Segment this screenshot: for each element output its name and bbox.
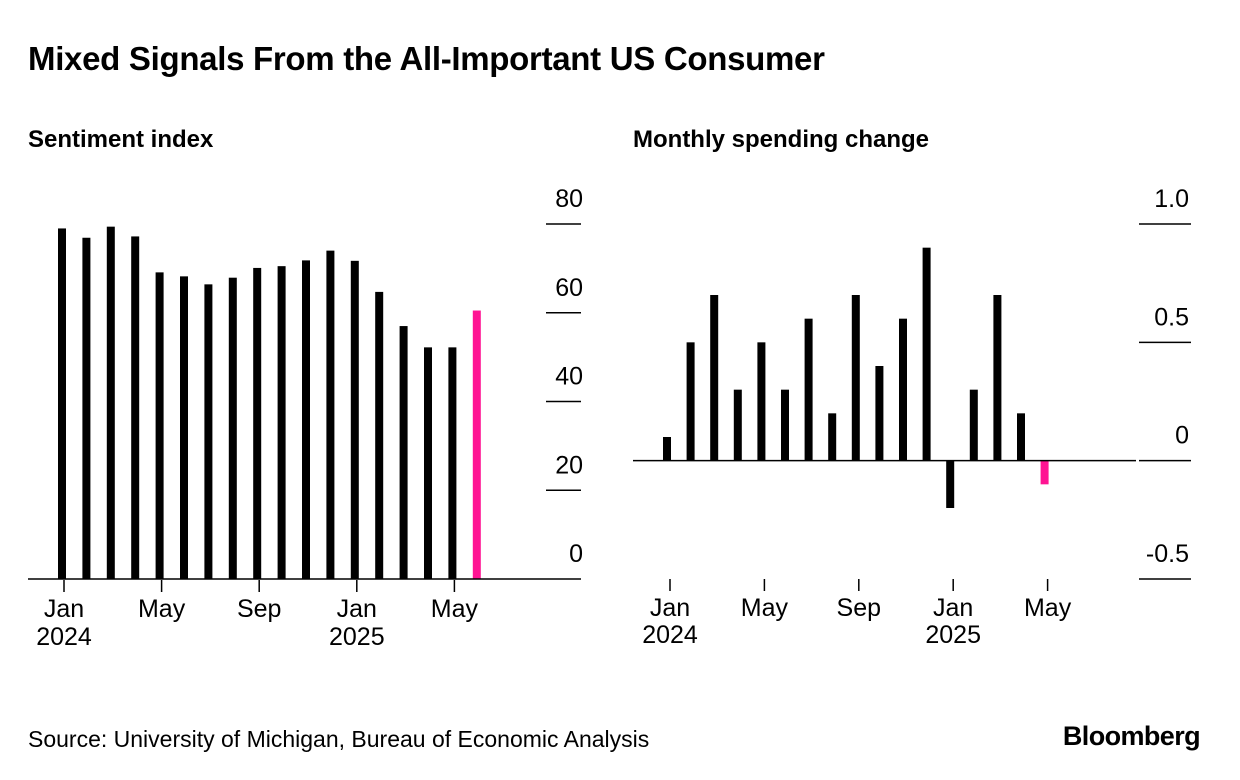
sentiment-y-tick-label: 60 <box>555 274 583 302</box>
sentiment-x-tick-label: May <box>138 595 186 623</box>
spending-chart-title: Monthly spending change <box>633 126 930 153</box>
spending-bar <box>663 437 671 461</box>
spending-y-tick-label: 0 <box>1175 422 1189 450</box>
sentiment-bar <box>277 266 286 579</box>
sentiment-y-tick-label: 20 <box>555 451 583 479</box>
spending-y-tick-label: -0.5 <box>1146 540 1189 568</box>
bloomberg-logo: Bloomberg <box>1062 721 1201 751</box>
spending-bar <box>875 366 884 461</box>
sentiment-bar <box>106 226 115 579</box>
spending-bar <box>1017 413 1025 461</box>
sentiment-bar <box>82 237 91 579</box>
spending-bar <box>686 342 695 461</box>
sentiment-bar <box>180 276 188 579</box>
sentiment-bar <box>326 250 335 579</box>
spending-bar <box>804 318 813 461</box>
sentiment-bar <box>253 267 262 579</box>
sentiment-x-tick-label: Jan <box>44 595 84 623</box>
sentiment-x-tick-label: Jan <box>337 595 377 623</box>
spending-bar <box>757 342 766 461</box>
spending-bar <box>781 389 789 461</box>
spending-y-tick-label: 1.0 <box>1154 185 1189 213</box>
sentiment-bar <box>204 284 213 579</box>
sentiment-bar <box>155 272 164 579</box>
spending-x-tick-label: Sep <box>837 594 881 622</box>
source-note: Source: University of Michigan, Bureau o… <box>28 726 650 752</box>
sentiment-bar <box>58 228 66 579</box>
spending-bar <box>946 460 955 508</box>
sentiment-bar <box>350 260 359 579</box>
sentiment-bar <box>302 260 310 579</box>
sentiment-bar <box>131 236 140 580</box>
spending-x-tick-label: May <box>1024 594 1072 622</box>
spending-bar <box>828 413 837 461</box>
sentiment-x-tick-year: 2025 <box>329 623 385 651</box>
spending-bar <box>922 247 931 461</box>
sentiment-bar <box>399 326 408 579</box>
sentiment-x-tick-label: May <box>431 595 479 623</box>
sentiment-bar <box>375 291 384 579</box>
sentiment-bar <box>424 347 432 579</box>
spending-bar <box>851 295 860 461</box>
sentiment-bar <box>472 310 481 579</box>
sentiment-x-tick-year: 2024 <box>36 623 92 651</box>
spending-x-tick-year: 2025 <box>925 621 981 649</box>
spending-bar <box>733 389 742 461</box>
spending-bar <box>710 295 719 461</box>
spending-x-tick-label: Jan <box>933 594 973 622</box>
spending-bar <box>1040 460 1049 485</box>
spending-bar <box>969 389 978 461</box>
sentiment-y-tick-label: 40 <box>555 363 583 391</box>
sentiment-bar <box>448 347 457 579</box>
sentiment-x-tick-label: Sep <box>237 595 281 623</box>
spending-y-tick-label: 0.5 <box>1154 303 1189 331</box>
chart-title: Mixed Signals From the All-Important US … <box>28 40 825 77</box>
sentiment-bar <box>228 277 237 579</box>
spending-x-tick-year: 2024 <box>642 621 698 649</box>
spending-bar <box>993 295 1002 461</box>
sentiment-y-tick-label: 0 <box>569 540 583 568</box>
sentiment-y-tick-label: 80 <box>555 185 583 213</box>
spending-bar <box>899 318 907 461</box>
spending-x-tick-label: May <box>741 594 789 622</box>
spending-x-tick-label: Jan <box>650 594 690 622</box>
sentiment-chart-title: Sentiment index <box>28 126 214 153</box>
